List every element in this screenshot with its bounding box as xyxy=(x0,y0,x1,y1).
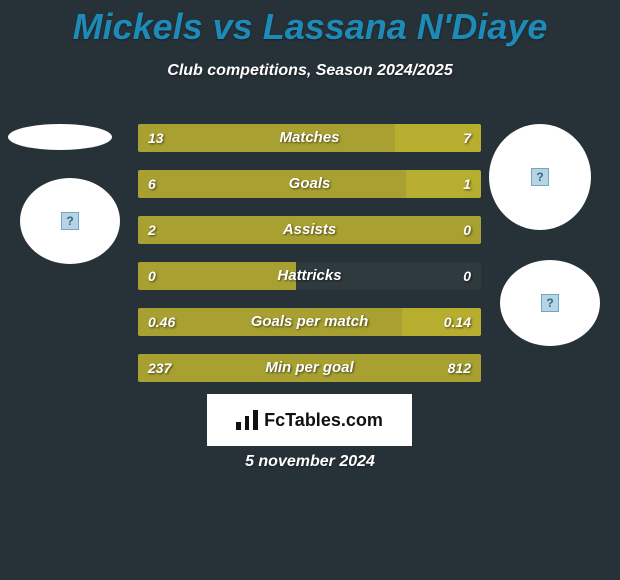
brand-bar-icon xyxy=(245,416,250,430)
avatar-top_right: ? xyxy=(489,124,591,230)
brand-text: FcTables.com xyxy=(264,410,383,431)
stat-row: Goals per match0.460.14 xyxy=(138,308,481,336)
brand-logo-icon xyxy=(236,410,258,430)
avatar-mid_left: ? xyxy=(20,178,120,264)
comparison-bars: Matches137 Goals61 Assists20 Hattricks00 Goa… xyxy=(138,124,481,400)
placeholder-icon: ? xyxy=(541,294,559,312)
stat-row: Min per goal237812 xyxy=(138,354,481,382)
brand-bar-icon xyxy=(236,422,241,430)
brand-bar-icon xyxy=(253,410,258,430)
bar-left-fill xyxy=(138,354,481,382)
bar-right-fill xyxy=(395,124,481,152)
bar-left-fill xyxy=(138,216,481,244)
avatar-bottom_right: ? xyxy=(500,260,600,346)
page-title: Mickels vs Lassana N'Diaye xyxy=(0,0,620,48)
bar-left-fill xyxy=(138,308,402,336)
player-right-name: Lassana N'Diaye xyxy=(263,6,548,47)
footer-date: 5 november 2024 xyxy=(0,453,620,471)
subtitle: Club competitions, Season 2024/2025 xyxy=(0,62,620,80)
bar-left-fill xyxy=(138,124,395,152)
stat-row: Assists20 xyxy=(138,216,481,244)
stat-row: Hattricks00 xyxy=(138,262,481,290)
bar-left-fill xyxy=(138,170,406,198)
stat-row: Matches137 xyxy=(138,124,481,152)
stat-row: Goals61 xyxy=(138,170,481,198)
player-left-name: Mickels xyxy=(73,6,203,47)
bar-right-fill xyxy=(402,308,481,336)
placeholder-icon: ? xyxy=(61,212,79,230)
stat-right-value: 0 xyxy=(463,262,471,290)
bar-right-fill xyxy=(406,170,481,198)
avatar-top_left xyxy=(8,124,112,150)
bar-left-fill xyxy=(138,262,296,290)
fctables-branding: FcTables.com xyxy=(207,394,412,446)
vs-text: vs xyxy=(213,6,253,47)
placeholder-icon: ? xyxy=(531,168,549,186)
